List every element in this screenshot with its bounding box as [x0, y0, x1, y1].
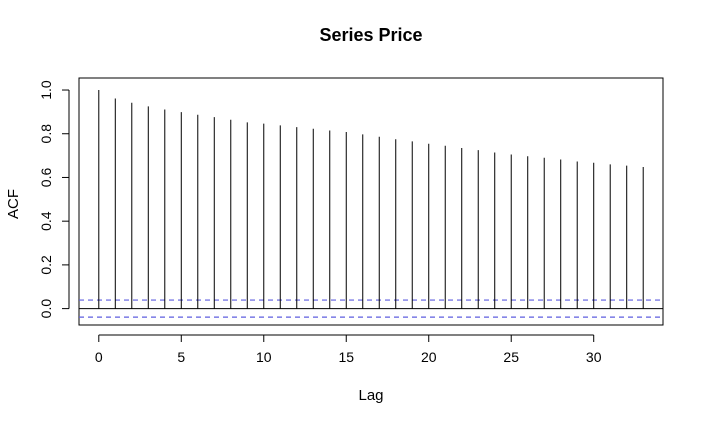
- x-tick-label: 0: [95, 349, 103, 365]
- y-tick-label: 1.0: [38, 80, 54, 100]
- x-tick-label: 5: [177, 349, 185, 365]
- y-axis-label: ACF: [5, 189, 22, 219]
- x-tick-label: 20: [421, 349, 437, 365]
- plot-frame: [78, 77, 664, 326]
- x-tick-label: 15: [338, 349, 354, 365]
- plot-content: [79, 90, 663, 318]
- y-axis: 0.0 0.2 0.4 0.6 0.8 1.0: [38, 80, 70, 319]
- x-axis: 0 5 10 15 20 25 30: [95, 334, 602, 365]
- y-tick-label: 0.8: [38, 124, 54, 144]
- x-tick-label: 25: [503, 349, 519, 365]
- y-tick-label: 0.2: [38, 255, 54, 275]
- y-tick-label: 0.6: [38, 168, 54, 188]
- x-axis-label: Lag: [358, 387, 383, 404]
- x-tick-label: 10: [256, 349, 272, 365]
- y-tick-label: 0.0: [38, 299, 54, 319]
- y-tick-label: 0.4: [38, 211, 54, 231]
- chart-title: Series Price: [319, 25, 422, 45]
- x-tick-label: 30: [586, 349, 602, 365]
